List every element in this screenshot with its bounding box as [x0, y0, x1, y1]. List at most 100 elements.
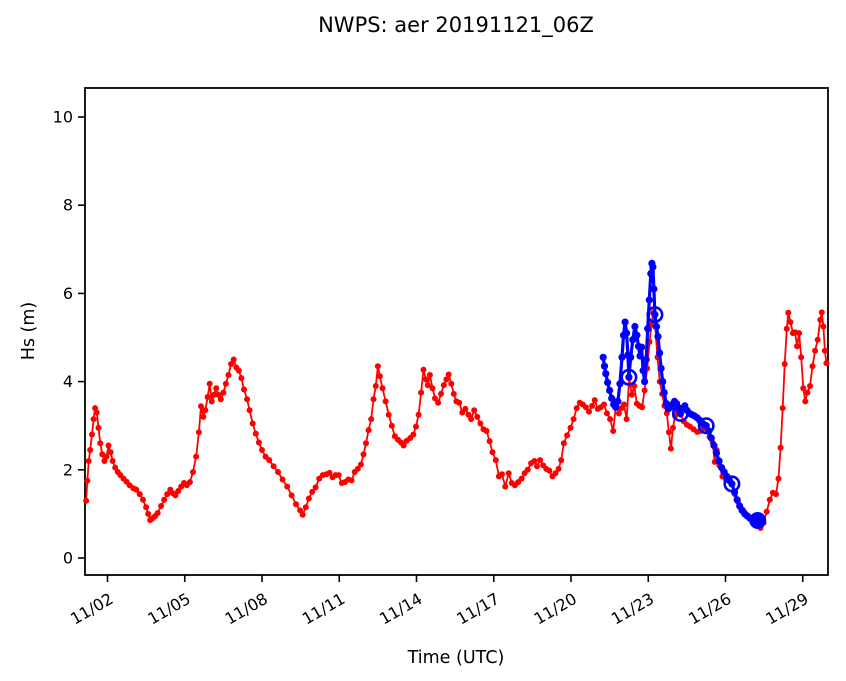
observed-marker [335, 472, 342, 479]
observed-marker [415, 411, 422, 418]
observed-marker [486, 438, 493, 445]
forecast-marker [631, 322, 639, 331]
observed-marker [601, 401, 607, 408]
observed-marker [489, 449, 496, 456]
observed-marker [586, 408, 592, 415]
forecast-marker [612, 403, 620, 411]
y-axis-label: Hs (m) [19, 302, 39, 361]
observed-marker [558, 457, 565, 464]
observed-marker [821, 347, 828, 354]
y-axis-ticks: 0 2 4 6 8 10 [53, 108, 85, 568]
observed-marker [202, 407, 209, 414]
observed-marker [785, 309, 792, 316]
x-tick-label: 11/08 [222, 589, 271, 629]
forecast-marker [627, 353, 635, 361]
observed-marker [783, 325, 790, 332]
observed-marker [474, 413, 481, 420]
observed-marker [215, 391, 222, 398]
observed-marker [172, 492, 179, 499]
observed-marker [107, 449, 114, 456]
observed-marker [420, 366, 427, 373]
observed-marker [270, 463, 277, 470]
observed-marker [440, 382, 447, 389]
observed-marker [422, 376, 429, 383]
observed-marker [241, 386, 247, 393]
observed-marker [781, 361, 788, 367]
x-tick-label: 11/11 [299, 589, 348, 629]
forecast-marker [715, 457, 723, 465]
observed-marker [615, 410, 622, 417]
observed-marker [534, 463, 540, 470]
forecast-marker [660, 389, 668, 397]
observed-marker [818, 309, 825, 316]
observed-marker [524, 466, 531, 473]
x-tick-label: 11/26 [685, 589, 734, 629]
y-tick-label: 2 [63, 460, 73, 479]
observed-marker [814, 336, 821, 343]
observed-marker [809, 363, 816, 370]
observed-marker [379, 385, 386, 392]
forecast-marker [599, 353, 607, 361]
observed-marker [158, 503, 165, 509]
observed-marker [564, 432, 571, 439]
forecast-marker [710, 441, 718, 450]
observed-marker [299, 511, 306, 518]
observed-marker [385, 411, 392, 418]
observed-marker [812, 347, 819, 354]
forecast-marker [639, 367, 647, 375]
forecast-marker [636, 352, 644, 360]
forecast-marker [623, 329, 631, 337]
observed-marker [628, 391, 635, 398]
observed-marker [505, 470, 512, 477]
observed-marker [471, 407, 478, 414]
observed-marker [567, 424, 574, 431]
forecast-marker [618, 353, 626, 361]
observed-marker [302, 504, 309, 511]
observed-marker [164, 491, 171, 498]
observed-marker [775, 475, 782, 482]
forecast-marker [606, 386, 614, 394]
observed-marker [798, 354, 805, 361]
observed-marker [794, 343, 801, 350]
observed-marker [213, 385, 220, 392]
forecast-marker [642, 355, 650, 364]
forecast-series [599, 259, 767, 529]
observed-marker [621, 401, 627, 408]
observed-marker [348, 477, 355, 484]
observed-marker [133, 486, 140, 493]
observed-marker [589, 402, 596, 409]
observed-marker [518, 475, 525, 482]
observed-marker [432, 395, 438, 402]
observed-marker [670, 424, 676, 431]
x-tick-label: 11/29 [762, 589, 811, 629]
observed-marker [424, 382, 431, 389]
observed-marker [105, 442, 112, 449]
forecast-marker [652, 322, 661, 331]
observed-marker [607, 416, 614, 423]
observed-marker [450, 390, 457, 397]
observed-marker [552, 470, 559, 477]
observed-marker [445, 371, 452, 378]
observed-marker [211, 391, 218, 398]
observed-marker [777, 444, 784, 451]
observed-marker [244, 396, 251, 403]
observed-marker [604, 410, 610, 417]
chart-title: NWPS: aer 20191121_06Z [318, 13, 594, 38]
x-tick-label: 11/20 [531, 589, 580, 629]
forecast-marker [728, 480, 736, 488]
observed-marker [154, 510, 161, 516]
observed-marker [372, 383, 379, 389]
observed-marker [823, 360, 830, 367]
observed-marker [252, 430, 259, 437]
observed-marker [426, 372, 433, 378]
observed-marker [492, 457, 499, 464]
forecast-marker [656, 349, 664, 357]
observed-marker [800, 385, 807, 392]
observed-marker [418, 389, 425, 396]
x-tick-label: 11/17 [453, 589, 502, 629]
observed-marker [249, 420, 256, 427]
x-axis-label: Time (UTC) [407, 648, 505, 668]
observed-marker [93, 409, 100, 416]
observed-marker [217, 396, 224, 403]
